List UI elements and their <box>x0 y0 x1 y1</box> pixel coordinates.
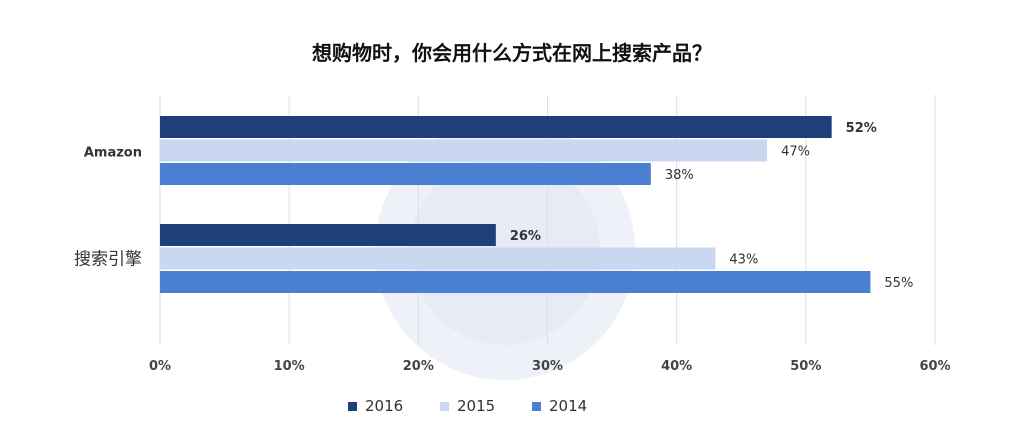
legend-swatch <box>440 402 449 411</box>
data-label: 55% <box>884 276 913 291</box>
legend-label: 2015 <box>457 397 495 415</box>
data-label: 26% <box>510 229 541 244</box>
x-tick-label: 30% <box>532 359 563 374</box>
legend-label: 2016 <box>365 397 403 415</box>
data-labels: 52% 47% 38% 26% 43% 55% <box>510 121 913 291</box>
data-label: 38% <box>665 168 694 183</box>
legend: 2016 2015 2014 <box>348 397 587 415</box>
x-tick-label: 40% <box>661 359 692 374</box>
legend-swatch <box>532 402 541 411</box>
category-labels: Amazon 搜索引擎 <box>74 145 142 269</box>
x-axis-tick-labels: 0% 10% 20% 30% 40% 50% 60% <box>149 359 951 374</box>
chart-title: 想购物时，你会用什么方式在网上搜索产品？ <box>312 41 712 65</box>
bars <box>160 116 871 293</box>
x-tick-label: 10% <box>274 359 305 374</box>
x-tick-label: 50% <box>790 359 821 374</box>
bar-搜索引擎-2016 <box>160 224 496 246</box>
data-label: 47% <box>781 145 810 160</box>
legend-label: 2014 <box>549 397 587 415</box>
category-label: 搜索引擎 <box>74 249 142 269</box>
category-label: Amazon <box>84 145 142 160</box>
bar-Amazon-2015 <box>160 139 768 162</box>
bar-搜索引擎-2014 <box>160 271 871 293</box>
bar-Amazon-2016 <box>160 116 832 138</box>
data-label: 52% <box>846 121 877 136</box>
data-label: 43% <box>729 253 758 268</box>
x-tick-label: 60% <box>919 359 950 374</box>
x-tick-label: 20% <box>403 359 434 374</box>
x-tick-label: 0% <box>149 359 171 374</box>
legend-swatch <box>348 402 357 411</box>
bar-Amazon-2014 <box>160 163 651 185</box>
bar-搜索引擎-2015 <box>160 247 716 270</box>
